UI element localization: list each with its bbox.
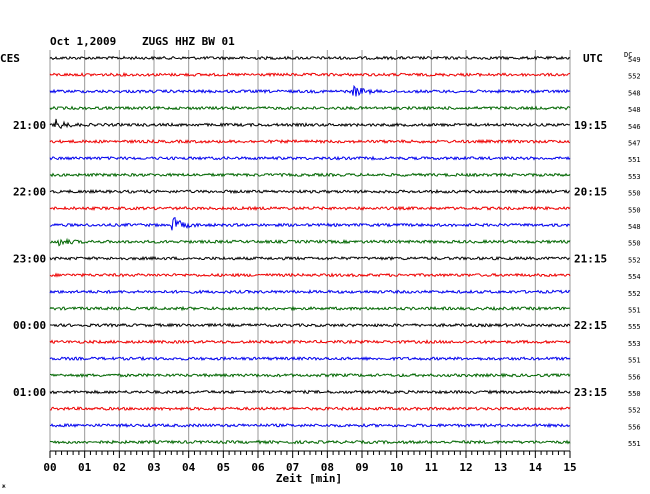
dc-offset-label: 552 bbox=[628, 73, 641, 81]
dc-offset-label: 551 bbox=[628, 156, 641, 164]
right-hour-label: 20:15 bbox=[574, 186, 607, 199]
dc-offset-label: 556 bbox=[628, 423, 641, 431]
x-tick-label: 13 bbox=[494, 461, 507, 474]
dc-offset-label: 550 bbox=[628, 190, 641, 198]
x-tick-label: 04 bbox=[182, 461, 196, 474]
trace-row-22 bbox=[49, 422, 571, 429]
dc-offset-label: 556 bbox=[628, 373, 641, 381]
trace-row-3 bbox=[49, 105, 571, 111]
dc-offset-label: 551 bbox=[628, 440, 641, 448]
dc-column-label: DC bbox=[624, 51, 632, 59]
dc-offset-label: 548 bbox=[628, 223, 641, 231]
trace-row-16 bbox=[49, 322, 571, 328]
dc-offset-label: 552 bbox=[628, 256, 641, 264]
left-hour-label: 23:00 bbox=[13, 252, 46, 265]
right-timezone-label: UTC bbox=[583, 52, 603, 65]
chart-station: ZUGS HHZ BW 01 bbox=[142, 35, 235, 48]
dc-offset-label: 554 bbox=[628, 273, 641, 281]
dc-offset-label: 546 bbox=[628, 123, 641, 131]
dc-offset-label: 553 bbox=[628, 173, 641, 181]
dc-offset-label: 549 bbox=[628, 56, 641, 64]
dc-offset-label: 547 bbox=[628, 140, 641, 148]
dc-offset-label: 550 bbox=[628, 240, 641, 248]
trace-rows bbox=[49, 55, 571, 445]
dc-offset-label: 548 bbox=[628, 89, 641, 97]
right-hour-label: 22:15 bbox=[574, 319, 607, 332]
x-tick-label: 05 bbox=[217, 461, 230, 474]
trace-row-11 bbox=[49, 237, 571, 247]
trace-row-18 bbox=[49, 355, 571, 362]
trace-row-10 bbox=[49, 216, 571, 231]
x-tick-label: 09 bbox=[355, 461, 368, 474]
dc-offset-label: 551 bbox=[628, 357, 641, 365]
trace-row-2 bbox=[49, 84, 571, 97]
dc-offset-label: 551 bbox=[628, 307, 641, 315]
trace-row-13 bbox=[49, 272, 571, 278]
grid-lines bbox=[49, 50, 571, 451]
x-axis-label: Zeit [min] bbox=[276, 472, 342, 485]
x-tick-label: 00 bbox=[43, 461, 56, 474]
dc-offset-label: 550 bbox=[628, 206, 641, 214]
dc-offset-label: 555 bbox=[628, 323, 641, 331]
trace-row-7 bbox=[49, 172, 571, 178]
trace-row-12 bbox=[49, 255, 571, 262]
x-tick-label: 10 bbox=[390, 461, 403, 474]
x-tick-label: 06 bbox=[251, 461, 265, 474]
left-hour-label: 21:00 bbox=[13, 119, 46, 132]
x-tick-label: 15 bbox=[563, 461, 576, 474]
dc-offset-label: 550 bbox=[628, 390, 641, 398]
dc-offset-label: 553 bbox=[628, 340, 641, 348]
right-hour-label: 19:15 bbox=[574, 119, 607, 132]
trace-row-20 bbox=[49, 389, 571, 395]
trace-row-6 bbox=[49, 155, 571, 161]
x-tick-label: 01 bbox=[78, 461, 92, 474]
trace-row-15 bbox=[49, 305, 571, 312]
trace-row-8 bbox=[49, 188, 571, 195]
dc-offset-label: 552 bbox=[628, 290, 641, 298]
trace-row-19 bbox=[49, 372, 571, 379]
right-hour-label: 21:15 bbox=[574, 252, 607, 265]
trace-row-14 bbox=[49, 289, 571, 295]
row-labels: 549 552 548 548 546 547 551 553 550 550 548 550 552 5… bbox=[13, 56, 641, 448]
trace-row-23 bbox=[49, 439, 571, 445]
x-tick-label: 11 bbox=[425, 461, 439, 474]
x-tick-label: 14 bbox=[529, 461, 543, 474]
x-tick-label: 07 bbox=[286, 461, 299, 474]
trace-row-21 bbox=[49, 406, 571, 412]
x-axis: 00 01 02 03 04 05 06 07 08 09 10 11 12 13 14 15 bbox=[43, 450, 577, 474]
chart-date: Oct 1,2009 bbox=[50, 35, 116, 48]
dc-offset-label: 548 bbox=[628, 106, 641, 114]
x-tick-label: 08 bbox=[321, 461, 334, 474]
right-hour-label: 23:15 bbox=[574, 386, 607, 399]
corner-mark: ж bbox=[2, 483, 6, 490]
x-tick-label: 12 bbox=[459, 461, 472, 474]
trace-row-0 bbox=[49, 55, 571, 61]
trace-row-1 bbox=[49, 71, 571, 78]
trace-row-5 bbox=[49, 138, 571, 145]
trace-row-4 bbox=[49, 118, 571, 130]
x-tick-label: 03 bbox=[147, 461, 160, 474]
left-timezone-label: CES bbox=[0, 52, 20, 65]
x-tick-label: 02 bbox=[113, 461, 126, 474]
dc-offset-label: 552 bbox=[628, 407, 641, 415]
left-hour-label: 01:00 bbox=[13, 386, 46, 399]
left-hour-label: 00:00 bbox=[13, 319, 46, 332]
left-hour-label: 22:00 bbox=[13, 186, 46, 199]
trace-row-9 bbox=[49, 205, 571, 212]
trace-row-17 bbox=[49, 339, 571, 345]
